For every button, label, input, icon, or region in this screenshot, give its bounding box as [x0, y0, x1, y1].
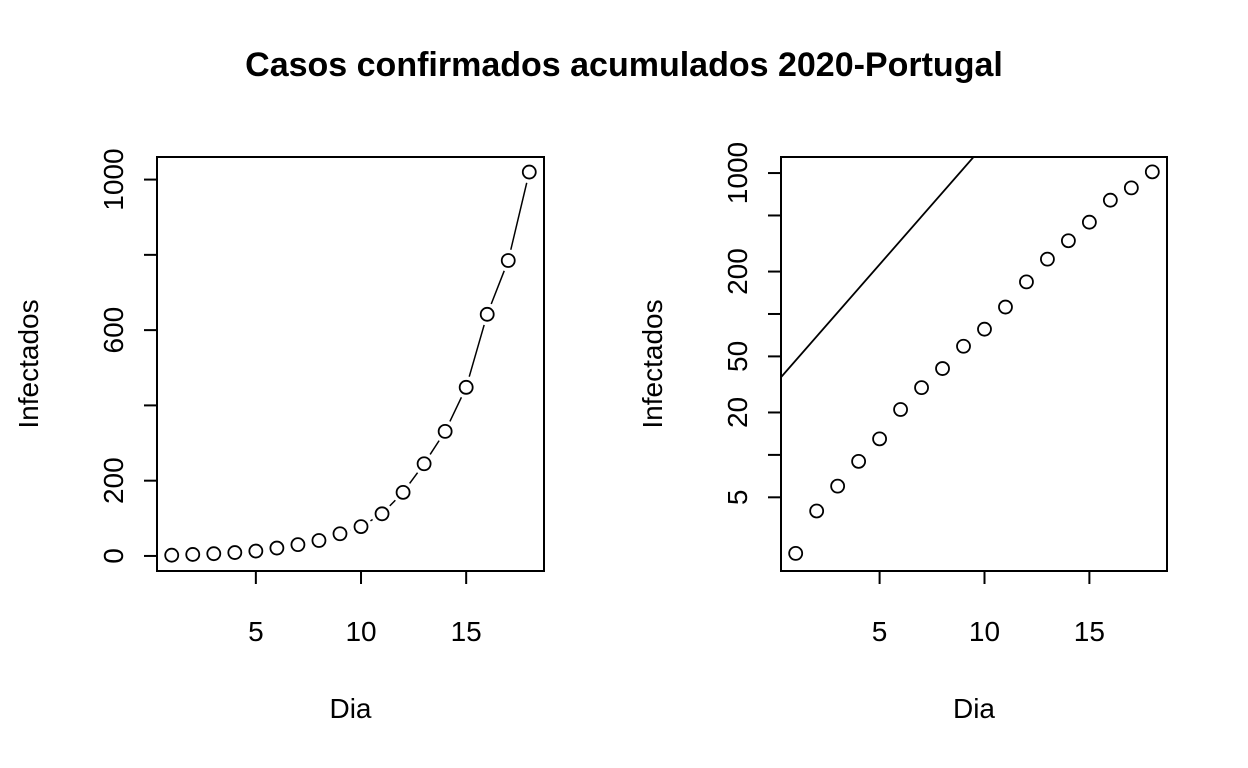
linear-scale-panel: 5 10 15 0 200 600 1000 Dia Infectados — [13, 148, 545, 724]
data-point — [353, 519, 369, 534]
x-tick-label: 10 — [345, 616, 376, 647]
data-point — [1019, 274, 1034, 290]
connecting-line-segment — [510, 182, 528, 250]
data-point — [374, 506, 390, 522]
connecting-line-segment — [370, 518, 373, 522]
data-point — [185, 547, 201, 562]
plot-frame — [156, 156, 545, 572]
y-tick-label: 50 — [722, 341, 753, 372]
connecting-line-segment — [468, 324, 485, 377]
data-point — [977, 321, 992, 337]
y-tick-label: 200 — [722, 248, 753, 295]
x-tick-label: 5 — [248, 616, 264, 647]
y-tick-label: 20 — [722, 397, 753, 428]
data-point — [1102, 192, 1118, 208]
connecting-line-segment — [490, 270, 505, 305]
y-axis-label: Infectados — [637, 299, 668, 428]
y-axis-label: Infectados — [13, 299, 44, 428]
x-tick-label: 15 — [1074, 616, 1105, 647]
data-point — [914, 380, 929, 396]
log-scale-panel: 5 10 15 5 20 50 200 1000 Dia Infectados — [637, 142, 1168, 724]
data-point — [1040, 251, 1055, 267]
data-point — [872, 431, 887, 447]
x-axis-label: Dia — [329, 693, 371, 724]
data-point — [893, 402, 908, 417]
data-point — [851, 453, 867, 469]
x-tick-label: 15 — [451, 616, 482, 647]
data-point — [935, 361, 950, 376]
data-point — [809, 503, 825, 519]
connecting-line-segment — [449, 396, 463, 422]
data-point — [227, 545, 243, 560]
data-point — [521, 164, 537, 180]
data-point — [164, 547, 180, 563]
data-point — [1144, 164, 1160, 180]
data-point — [479, 306, 495, 322]
data-point — [1061, 233, 1076, 249]
y-tick-label: 1000 — [98, 148, 129, 210]
data-point — [1123, 180, 1139, 196]
y-tick-label: 1000 — [722, 142, 753, 204]
data-point — [998, 299, 1013, 315]
y-tick-label: 600 — [98, 307, 129, 354]
data-point — [788, 545, 804, 561]
data-point — [332, 526, 348, 542]
plot-frame — [780, 156, 1168, 572]
data-point — [290, 537, 306, 553]
x-axis-label: Dia — [953, 693, 995, 724]
data-point — [956, 338, 971, 354]
data-point — [437, 423, 453, 439]
data-point — [1081, 214, 1097, 230]
chart-title: Casos confirmados acumulados 2020-Portug… — [245, 46, 1003, 84]
data-point — [206, 546, 222, 562]
data-point — [458, 379, 474, 395]
x-tick-label: 5 — [872, 616, 888, 647]
fit-line — [781, 157, 975, 379]
y-tick-label: 5 — [722, 490, 753, 506]
data-point — [248, 543, 264, 559]
data-point — [500, 253, 516, 268]
data-point — [395, 484, 411, 500]
connecting-line-segment — [429, 440, 440, 455]
data-point — [311, 533, 327, 548]
data-point — [416, 456, 432, 472]
x-tick-label: 10 — [969, 616, 1000, 647]
connecting-line-segment — [389, 499, 396, 507]
y-tick-label: 0 — [98, 548, 129, 564]
data-point — [269, 540, 285, 556]
data-point — [830, 478, 846, 494]
connecting-line-segment — [409, 472, 419, 484]
y-tick-label: 200 — [98, 457, 129, 504]
